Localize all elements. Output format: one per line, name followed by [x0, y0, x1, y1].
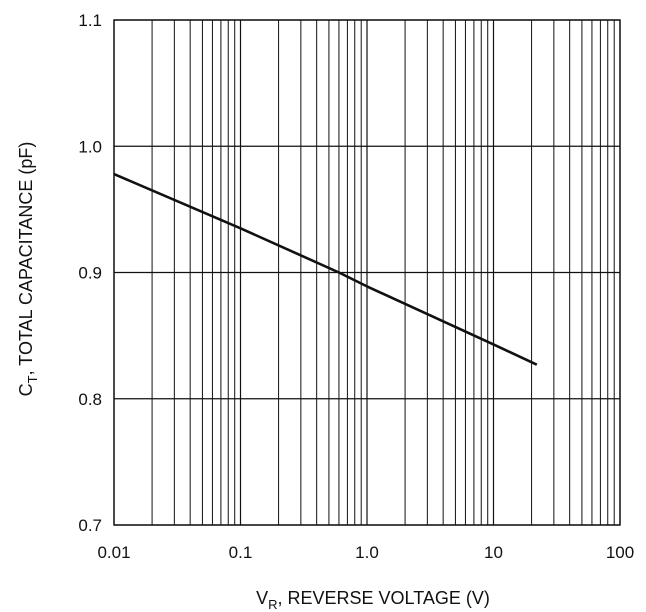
y-tick-labels: 0.7 0.8 0.9 1.0 1.1 [78, 11, 102, 535]
y-axis-label-text: , TOTAL CAPACITANCE (pF) [16, 142, 36, 376]
y-tick-label: 0.8 [78, 390, 102, 409]
series-line [113, 172, 538, 366]
x-tick-labels: 0.01 0.1 1.0 10 100 [97, 543, 634, 562]
y-tick-label: 0.7 [78, 516, 102, 535]
x-tick-label: 10 [484, 543, 503, 562]
y-axis-label: CT, TOTAL CAPACITANCE (pF) [16, 142, 40, 397]
y-tick-label: 1.1 [78, 11, 102, 30]
y-tick-label: 1.0 [78, 137, 102, 156]
y-tick-label: 0.9 [78, 264, 102, 283]
x-tick-label: 0.1 [229, 543, 253, 562]
x-tick-label: 1.0 [355, 543, 379, 562]
x-tick-label: 100 [606, 543, 634, 562]
x-tick-label: 0.01 [97, 543, 130, 562]
x-axis-label-subscript: R [268, 597, 277, 612]
x-axis-label-symbol: V [256, 588, 268, 608]
y-axis-label-symbol: C [16, 383, 36, 396]
series-layer [113, 172, 538, 366]
x-axis-label: VR, REVERSE VOLTAGE (V) [256, 588, 490, 612]
x-axis-label-text: , REVERSE VOLTAGE (V) [278, 588, 490, 608]
plot-frame [113, 19, 621, 526]
y-axis-label-subscript: T [25, 375, 40, 383]
